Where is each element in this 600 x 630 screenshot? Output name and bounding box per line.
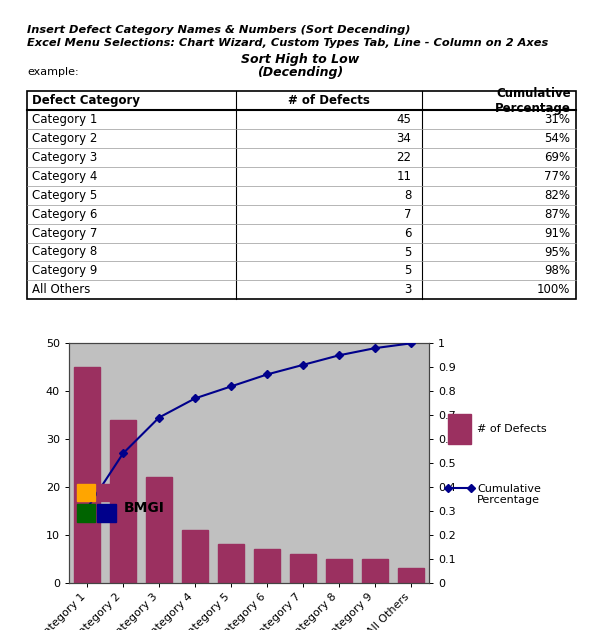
- Text: 22: 22: [396, 151, 412, 164]
- Bar: [77, 484, 95, 501]
- Text: Category 3: Category 3: [32, 151, 98, 164]
- Text: Cumulative
Percentage: Cumulative Percentage: [478, 484, 541, 505]
- Text: 34: 34: [397, 132, 412, 145]
- Text: 11: 11: [396, 170, 412, 183]
- Bar: [254, 549, 280, 583]
- Text: Category 8: Category 8: [32, 246, 98, 258]
- Text: Excel Menu Selections: Chart Wizard, Custom Types Tab, Line - Column on 2 Axes: Excel Menu Selections: Chart Wizard, Cus…: [27, 38, 548, 48]
- Bar: [77, 504, 95, 522]
- Text: 54%: 54%: [545, 132, 571, 145]
- Bar: [362, 559, 388, 583]
- Bar: [290, 554, 316, 583]
- Text: 5: 5: [404, 265, 412, 277]
- Text: BMGI: BMGI: [124, 501, 164, 515]
- Text: (Decending): (Decending): [257, 66, 343, 79]
- Text: Category 5: Category 5: [32, 189, 98, 202]
- Text: example:: example:: [27, 67, 79, 77]
- Text: 6: 6: [404, 227, 412, 239]
- Bar: [146, 478, 172, 583]
- Text: 87%: 87%: [545, 208, 571, 220]
- Text: Category 4: Category 4: [32, 170, 98, 183]
- Bar: [326, 559, 352, 583]
- Text: 69%: 69%: [544, 151, 571, 164]
- Text: Category 1: Category 1: [32, 113, 98, 126]
- Text: Insert Defect Category Names & Numbers (Sort Decending): Insert Defect Category Names & Numbers (…: [27, 25, 410, 35]
- Bar: [97, 484, 116, 501]
- Text: Cumulative
Percentage: Cumulative Percentage: [494, 87, 571, 115]
- Text: Category 9: Category 9: [32, 265, 98, 277]
- Text: 31%: 31%: [545, 113, 571, 126]
- Text: # of Defects: # of Defects: [288, 94, 370, 107]
- Text: 8: 8: [404, 189, 412, 202]
- Text: 7: 7: [404, 208, 412, 220]
- Bar: [182, 530, 208, 583]
- Text: 5: 5: [404, 246, 412, 258]
- Text: # of Defects: # of Defects: [478, 424, 547, 434]
- Bar: [74, 367, 100, 583]
- Text: 77%: 77%: [544, 170, 571, 183]
- Text: Category 6: Category 6: [32, 208, 98, 220]
- Bar: [448, 414, 470, 444]
- Text: All Others: All Others: [32, 284, 91, 296]
- Text: 100%: 100%: [537, 284, 571, 296]
- Text: 3: 3: [404, 284, 412, 296]
- Text: Defect Category: Defect Category: [32, 94, 140, 107]
- Text: 82%: 82%: [545, 189, 571, 202]
- Text: Category 7: Category 7: [32, 227, 98, 239]
- Text: 91%: 91%: [544, 227, 571, 239]
- Bar: [110, 420, 136, 583]
- Text: 98%: 98%: [545, 265, 571, 277]
- Text: Category 2: Category 2: [32, 132, 98, 145]
- Bar: [398, 568, 424, 583]
- Bar: [97, 504, 116, 522]
- Text: 45: 45: [397, 113, 412, 126]
- Text: Sort High to Low: Sort High to Low: [241, 53, 359, 66]
- Bar: [218, 544, 244, 583]
- Text: 95%: 95%: [545, 246, 571, 258]
